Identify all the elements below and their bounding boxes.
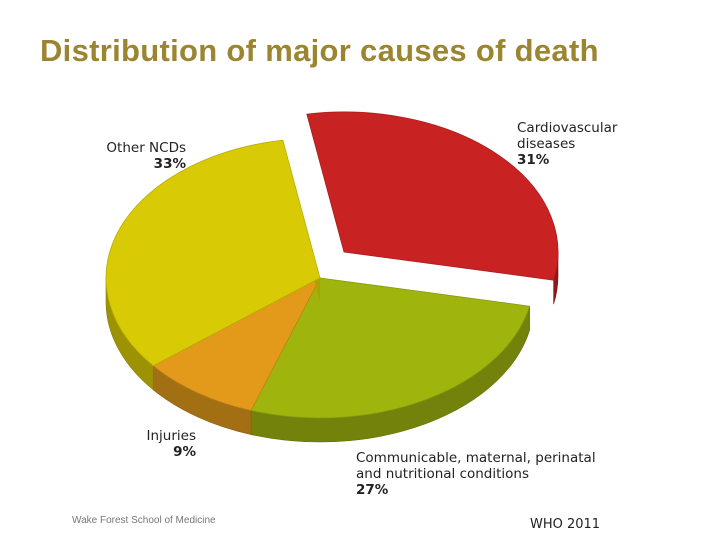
pie-slice-communicable-maternal-perinatal-and-nutritional-conditions <box>250 277 531 443</box>
slice-label-communicable-maternal-perinatal-and-nutritional-conditions: and nutritional conditions <box>356 466 529 482</box>
slide-title: Distribution of major causes of death <box>40 33 599 68</box>
pie-slice-injuries <box>152 277 321 435</box>
slice-value-other-ncds: 33% <box>154 156 187 172</box>
footer-institution: Wake Forest School of Medicine <box>72 515 216 526</box>
footer-source: WHO 2011 <box>530 517 601 532</box>
slice-label-communicable-maternal-perinatal-and-nutritional-conditions: Communicable, maternal, perinatal <box>356 450 596 466</box>
pie-slice-cardiovascular-diseases <box>306 111 559 305</box>
slice-value-cardiovascular-diseases: 31% <box>517 152 550 168</box>
slice-value-injuries: 9% <box>173 444 196 460</box>
slice-label-cardiovascular-diseases: diseases <box>517 136 575 152</box>
pie-slice-other-ncds <box>105 139 321 391</box>
slice-value-communicable-maternal-perinatal-and-nutritional-conditions: 27% <box>356 482 389 498</box>
slice-label-injuries: Injuries <box>147 428 197 444</box>
slice-label-other-ncds: Other NCDs <box>106 140 186 156</box>
slice-label-cardiovascular-diseases: Cardiovascular <box>517 120 618 136</box>
slices-layer <box>105 111 559 443</box>
